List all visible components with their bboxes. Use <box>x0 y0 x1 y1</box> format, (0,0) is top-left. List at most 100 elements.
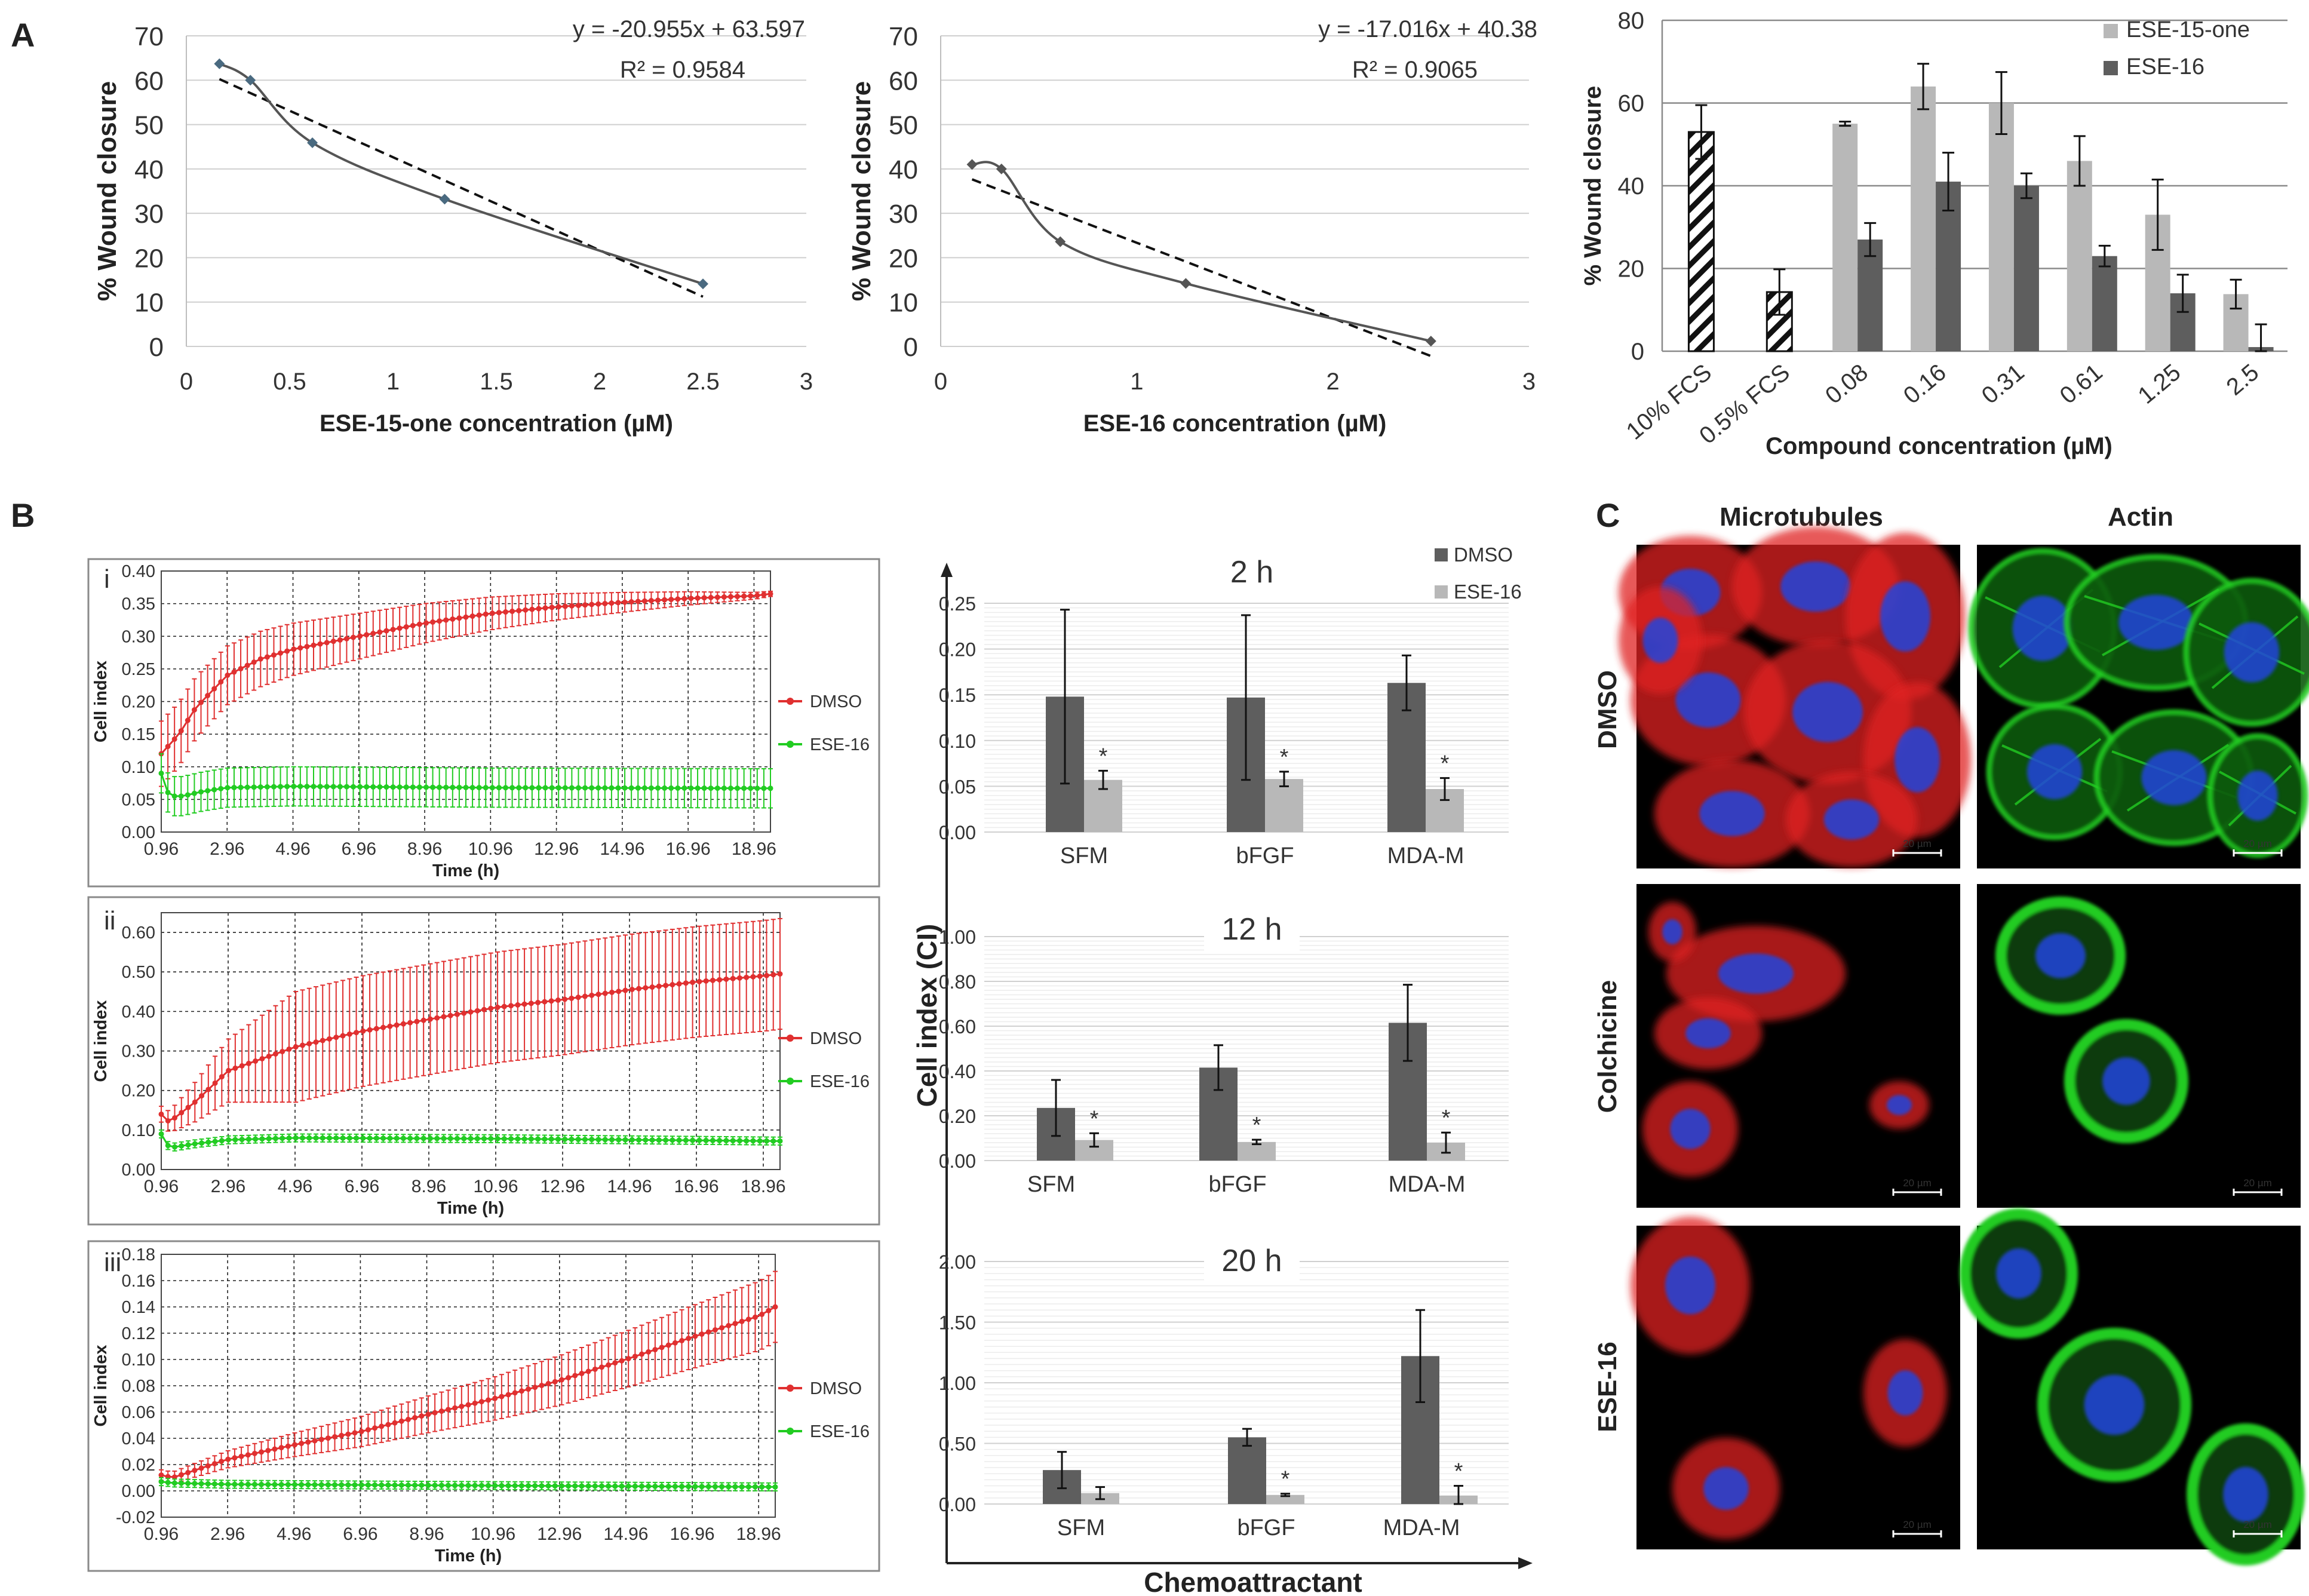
x-tick-label: 1.5 <box>480 369 513 395</box>
significance-marker: * <box>1281 1467 1290 1492</box>
y-tick-label: 10 <box>134 288 164 318</box>
y-tick-label: 0.25 <box>122 660 155 679</box>
x-axis-label: Compound concentration (µM) <box>1765 433 2113 459</box>
bar-ese15one <box>1911 86 1936 352</box>
y-tick-label: 0 <box>904 333 918 362</box>
panel-tag: iii <box>104 1248 121 1277</box>
bar-ese16 <box>2092 256 2117 351</box>
y-tick-label: 0.15 <box>939 685 976 706</box>
data-point <box>1180 278 1192 289</box>
x-tick-label: bFGF <box>1236 843 1294 868</box>
y-tick-label: 40 <box>134 155 164 185</box>
y-tick-label: 10 <box>889 288 918 318</box>
data-point <box>996 163 1007 174</box>
trendline <box>219 78 704 298</box>
y-tick-label: 0.60 <box>939 1016 976 1038</box>
cell-index-time-chart-iii: 0.96 2.96 4.96 6.96 8.96 10.96 12.96 14.96 16.96… <box>91 1245 870 1566</box>
trend-equation: y = -17.016x + 40.38 <box>1318 16 1537 42</box>
column-header-actin: Actin <box>2108 502 2173 532</box>
y-tick-label: 0.10 <box>122 1121 155 1140</box>
micrograph-act-col: 20 µm <box>1977 884 2301 1208</box>
x-tick-label: 1 <box>1130 369 1143 395</box>
bar-ese15one <box>2067 161 2092 351</box>
nucleus <box>1703 1467 1749 1510</box>
x-tick-label: 16.96 <box>674 1177 719 1196</box>
x-tick-label: MDA-M <box>1383 1515 1460 1540</box>
micrograph-mt-dmso: 20 µm <box>1619 527 1971 868</box>
data-point <box>1425 336 1436 347</box>
x-tick-label: 18.96 <box>741 1177 785 1196</box>
y-tick-label: 50 <box>889 111 918 140</box>
legend-label: ESE-16 <box>1454 581 1522 603</box>
x-tick-label: 12.96 <box>534 839 579 859</box>
x-tick-label: SFM <box>1027 1172 1075 1197</box>
legend-marker <box>787 1035 794 1042</box>
bar-ese15one <box>1988 103 2014 351</box>
panel-label-a: A <box>11 16 35 54</box>
y-tick-label: 0.20 <box>122 693 155 712</box>
plot-area <box>161 570 771 833</box>
legend-label: ESE-16 <box>810 1072 870 1091</box>
x-tick-label: 2.96 <box>211 1177 245 1196</box>
y-tick-label: 0.00 <box>122 1161 155 1180</box>
x-tick-label: 0.31 <box>1977 359 2029 409</box>
y-tick-label: 20 <box>134 244 164 273</box>
y-tick-label: 0.10 <box>939 731 976 752</box>
legend-label: DMSO <box>810 1379 862 1398</box>
x-tick-label: MDA-M <box>1389 1172 1466 1197</box>
x-tick-label: 2.5 <box>686 369 720 395</box>
x-tick-label: 14.96 <box>600 839 644 859</box>
data-point <box>1055 236 1066 247</box>
nucleus <box>2118 594 2194 650</box>
legend-marker <box>787 1078 794 1085</box>
trendline <box>971 178 1432 357</box>
nucleus <box>2223 1466 2268 1523</box>
legend-label: ESE-16 <box>2126 54 2204 79</box>
y-tick-label: 30 <box>134 200 164 229</box>
panel-tag: i <box>104 564 110 594</box>
wound-closure-ese16-chart: 0 10 20 30 40 50 60 70 0 1 2 3 ESE-16 concentration … <box>847 16 1537 437</box>
y-tick-label: 70 <box>134 22 164 51</box>
x-tick-label: 0.96 <box>144 1524 179 1544</box>
y-axis-label: % Wound closure <box>93 81 122 301</box>
x-tick-label: 3 <box>1522 369 1536 395</box>
x-tick-label: 12.96 <box>537 1524 582 1544</box>
y-tick-label: 0.04 <box>122 1429 155 1448</box>
x-tick-label: bFGF <box>1208 1172 1266 1197</box>
y-tick-label: 0.50 <box>122 963 155 982</box>
significance-marker: * <box>1454 1459 1463 1484</box>
x-tick-label: 10.96 <box>473 1177 518 1196</box>
panel-label-c: C <box>1596 496 1620 534</box>
x-tick-label: 18.96 <box>736 1524 781 1544</box>
legend-label: DMSO <box>1454 544 1513 566</box>
y-tick-label: 40 <box>889 155 918 185</box>
legend-label: DMSO <box>810 692 862 711</box>
x-tick-label: 4.96 <box>277 1524 311 1544</box>
series-line-ese-16 <box>160 1133 781 1148</box>
micrograph-panel: Microtubules Actin DMSO Colchicine ESE-1… <box>1593 502 2309 1566</box>
nucleus <box>2012 596 2073 661</box>
y-tick-label: 1.00 <box>939 1373 976 1394</box>
chart-title: 12 h <box>1221 912 1282 947</box>
x-tick-label: 0.16 <box>1899 359 1951 409</box>
y-arrowhead <box>941 563 953 577</box>
panel-tag: ii <box>104 906 116 935</box>
row-label-colchicine: Colchicine <box>1593 980 1622 1113</box>
x-tick-label: 6.96 <box>342 839 376 859</box>
nucleus <box>2026 744 2083 800</box>
y-tick-label: 0.40 <box>939 1061 976 1082</box>
y-tick-label: 0.60 <box>122 923 155 943</box>
shared-x-axis-label: Chemoattractant <box>1144 1567 1362 1596</box>
nucleus <box>1895 727 1940 793</box>
bar-ese16 <box>2013 186 2039 351</box>
significance-marker: * <box>1442 1106 1451 1131</box>
x-tick-label: 16.96 <box>666 839 711 859</box>
y-tick-label: 20 <box>889 244 918 273</box>
y-tick-label: 0.30 <box>122 1042 155 1061</box>
y-tick-label: 30 <box>889 200 918 229</box>
nucleus <box>2237 771 2278 821</box>
nucleus <box>1665 1256 1715 1315</box>
x-tick-label: 18.96 <box>732 839 776 859</box>
legend-label: ESE-16 <box>810 735 870 754</box>
